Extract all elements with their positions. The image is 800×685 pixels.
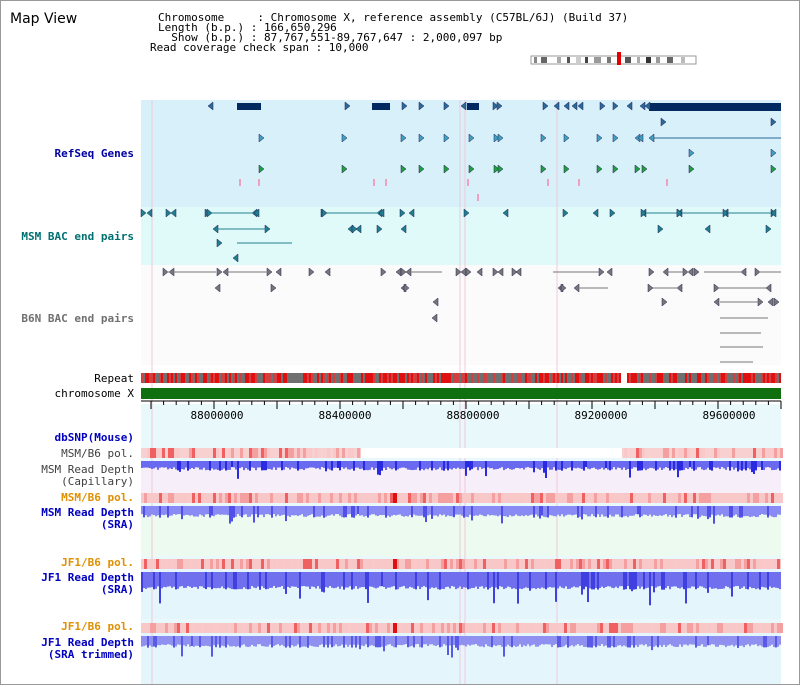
- chromosome-info: Chromosome : Chromosome X, reference ass…: [158, 11, 629, 24]
- jf1-b6-pol-label-2: JF1/B6 pol.: [61, 620, 134, 633]
- axis-tick-label: 89600000: [703, 409, 756, 422]
- axis-tick-label: 88800000: [447, 409, 500, 422]
- chromosome-label: chromosome X: [54, 387, 134, 400]
- b6n-bac-track-bg: [141, 265, 781, 365]
- msm-depth-sra-label: MSM Read Depth (SRA): [41, 506, 134, 531]
- coverage-span-info: Read coverage check span : 10,000: [150, 41, 369, 54]
- show-range-info: Show (b.p.) : 87,767,551-89,767,647 : 2,…: [158, 31, 503, 44]
- jf1-depth-trimmed-label: JF1 Read Depth (SRA trimmed): [41, 636, 134, 661]
- msm-b6-pol-label-1: MSM/B6 pol.: [61, 447, 134, 460]
- msm-b6-pol-label-2: MSM/B6 pol.: [61, 491, 134, 504]
- repeat-label: Repeat: [94, 372, 134, 385]
- axis-tick-label: 88000000: [191, 409, 244, 422]
- position-axis: [141, 400, 782, 409]
- chromosome-ideogram[interactable]: [530, 52, 697, 65]
- b6n-bac-label: B6N BAC end pairs: [21, 312, 134, 325]
- axis-tick-label: 88400000: [319, 409, 372, 422]
- refseq-label: RefSeq Genes: [54, 147, 134, 160]
- chromosome-bar: [141, 388, 781, 399]
- msm-bac-label: MSM BAC end pairs: [21, 230, 134, 243]
- b6n-bac-track[interactable]: [162, 267, 781, 363]
- axis-tick-label: 89200000: [575, 409, 628, 422]
- refseq-track-bg: [141, 100, 781, 207]
- dbsnp-label: dbSNP(Mouse): [54, 431, 134, 444]
- msm-depth-capillary-label: MSM Read Depth (Capillary): [41, 463, 134, 488]
- jf1-depth-sra-label: JF1 Read Depth (SRA): [41, 571, 134, 596]
- refseq-genes-track[interactable]: [207, 101, 781, 201]
- msm-bac-track-bg: [141, 207, 781, 265]
- repeat-track[interactable]: [141, 373, 781, 383]
- jf1-b6-pol-label-1: JF1/B6 pol.: [61, 556, 134, 569]
- length-info: Length (b.p.) : 166,650,296: [158, 21, 337, 34]
- window-title: Map View: [10, 11, 78, 27]
- msm-bac-track[interactable]: [140, 208, 777, 263]
